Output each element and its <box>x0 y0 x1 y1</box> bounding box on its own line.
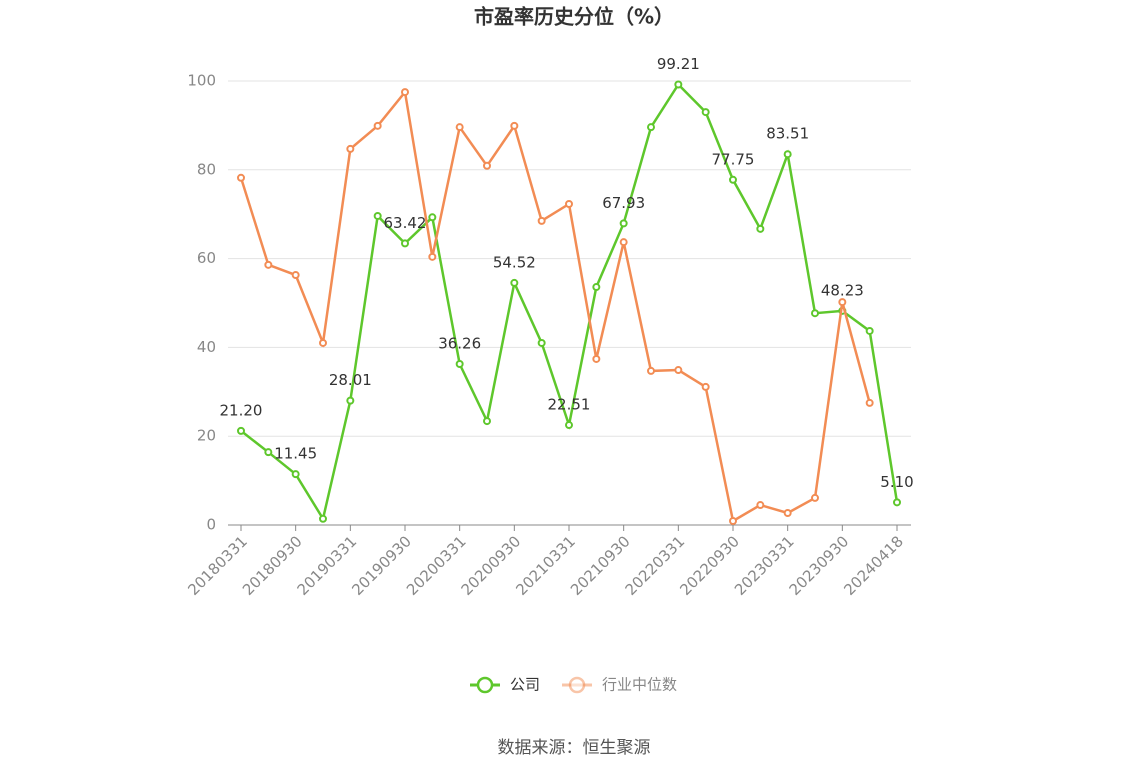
point <box>647 366 655 375</box>
legend-label: 行业中位数 <box>602 676 677 694</box>
y-tick-label: 20 <box>197 427 216 445</box>
y-tick-label: 0 <box>206 516 216 534</box>
y-tick-label: 100 <box>187 72 216 90</box>
data-label: 22.51 <box>548 396 591 414</box>
point <box>510 121 519 130</box>
point <box>510 278 519 287</box>
point <box>319 338 327 347</box>
data-label: 21.20 <box>220 401 263 419</box>
y-tick-label: 60 <box>197 249 216 267</box>
point <box>291 470 300 479</box>
y-tick-label: 80 <box>197 160 216 178</box>
point <box>865 326 874 335</box>
data-label: 99.21 <box>657 55 700 73</box>
point <box>237 426 245 435</box>
data-label: 63.42 <box>384 214 427 232</box>
point <box>619 238 628 247</box>
point <box>264 260 273 269</box>
point <box>865 398 874 407</box>
legend-marker <box>568 676 586 694</box>
data-label: 5.10 <box>880 473 913 491</box>
point <box>592 354 601 363</box>
point <box>346 396 355 405</box>
point <box>455 360 464 369</box>
point <box>428 252 437 261</box>
point <box>455 123 464 132</box>
data-label: 28.01 <box>329 371 372 389</box>
point <box>237 173 245 182</box>
point <box>701 108 710 117</box>
data-label: 48.23 <box>821 281 864 299</box>
legend-marker <box>476 676 494 694</box>
point <box>291 271 300 280</box>
point <box>537 338 546 347</box>
point <box>483 417 491 426</box>
point <box>729 175 737 184</box>
point <box>893 498 901 507</box>
point <box>619 219 628 228</box>
point <box>565 199 573 208</box>
data-label: 11.45 <box>274 445 317 463</box>
data-label: 54.52 <box>493 253 536 271</box>
point <box>811 309 819 318</box>
point <box>373 121 382 130</box>
point <box>674 366 683 375</box>
point <box>811 493 819 502</box>
point <box>592 283 601 292</box>
point <box>483 161 491 170</box>
point <box>401 239 409 248</box>
series-line <box>239 89 871 523</box>
point <box>565 421 573 430</box>
y-tick-label: 40 <box>197 338 216 356</box>
point <box>838 298 847 307</box>
data-label: 77.75 <box>712 150 755 168</box>
data-label: 36.26 <box>438 335 481 353</box>
legend-item[interactable]: 行业中位数 <box>562 676 677 694</box>
legend-item[interactable]: 公司 <box>470 676 540 694</box>
point <box>264 448 273 457</box>
point <box>701 382 710 391</box>
point <box>537 216 546 225</box>
point <box>783 509 792 518</box>
point <box>346 144 355 153</box>
source: 数据来源：恒生聚源 <box>498 738 651 758</box>
point <box>319 514 327 523</box>
point <box>647 123 655 132</box>
point <box>674 80 683 89</box>
data-label: 67.93 <box>602 194 645 212</box>
point <box>756 501 765 510</box>
legend-label: 公司 <box>510 676 540 694</box>
point <box>373 211 382 220</box>
point <box>756 224 765 233</box>
x-tick-label: 20240418 <box>840 532 907 599</box>
point <box>428 213 437 222</box>
series-line <box>240 82 899 523</box>
data-label: 83.51 <box>766 125 809 143</box>
point <box>783 150 792 159</box>
chart-title: 市盈率历史分位（%） <box>474 5 674 29</box>
point <box>401 88 409 97</box>
point <box>729 517 737 526</box>
